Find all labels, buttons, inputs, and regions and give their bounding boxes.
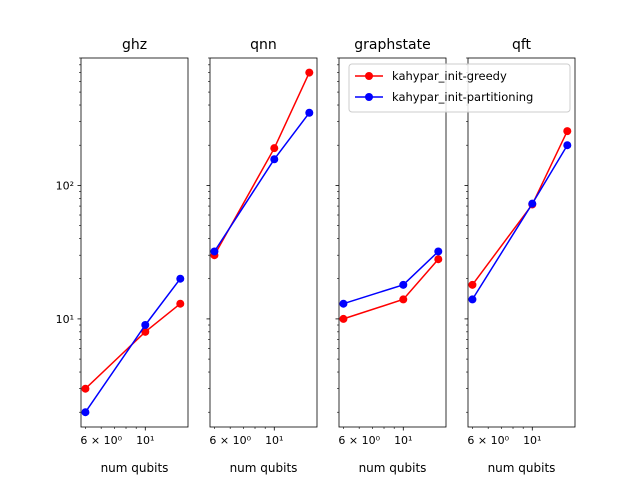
x-axis-label: num qubits (101, 461, 169, 475)
y-tick-label: 10² (56, 179, 74, 192)
data-point (468, 295, 477, 304)
panel-qft: 6 × 10⁰ 10¹ qft num qubits (464, 37, 576, 475)
x-axis-label: num qubits (230, 461, 298, 475)
data-point (270, 144, 279, 153)
x-tick-label: 6 × 10⁰ (209, 434, 251, 447)
legend-box (348, 63, 571, 113)
panel-title: ghz (122, 37, 147, 53)
series-line-kahypar_init-partitioning (213, 112, 310, 252)
x-tick-label: 6 × 10⁰ (338, 434, 380, 447)
data-point (141, 321, 150, 330)
x-axis-label: num qubits (359, 461, 427, 475)
series-line-kahypar_init-partitioning (343, 250, 439, 305)
data-point (528, 199, 537, 208)
panel-ghz: 6 × 10⁰ 10¹ 10¹ 10² ghz num qubits (56, 37, 189, 475)
x-tick-label: 10¹ (136, 434, 154, 447)
axes-frame (80, 57, 189, 428)
data-point (305, 108, 314, 117)
data-point (434, 255, 443, 264)
x-tick-label: 10¹ (265, 434, 283, 447)
data-point (270, 155, 279, 164)
data-point (339, 314, 348, 323)
x-tick-label: 10¹ (523, 434, 541, 447)
series-line-kahypar_init-greedy (213, 72, 310, 256)
panel-title: qnn (250, 37, 277, 53)
panel-title: graphstate (354, 37, 430, 53)
y-tick-label: 10¹ (56, 313, 74, 326)
legend-label: kahypar_init-greedy (392, 69, 507, 83)
data-point (468, 280, 477, 289)
x-tick-label: 10¹ (394, 434, 412, 447)
data-point (305, 68, 314, 77)
data-point (339, 299, 348, 308)
series-line-kahypar_init-partitioning (471, 144, 568, 300)
panel-qnn: 6 × 10⁰ 10¹ qnn num qubits (206, 37, 318, 475)
x-axis-label: num qubits (488, 461, 556, 475)
x-tick-label: 6 × 10⁰ (467, 434, 509, 447)
series-line-kahypar_init-greedy (471, 130, 568, 286)
data-point (176, 274, 185, 283)
legend-label: kahypar_init-partitioning (392, 90, 533, 104)
data-point (141, 327, 150, 336)
legend-swatch-marker (365, 72, 373, 80)
panel-graphstate: 6 × 10⁰ 10¹ graphstate num qubits (335, 37, 447, 475)
axes-frame (467, 57, 576, 428)
data-point (563, 141, 572, 150)
data-point (399, 295, 408, 304)
x-tick-label: 6 × 10⁰ (80, 434, 122, 447)
series-line-kahypar_init-partitioning (84, 278, 181, 413)
series-line-kahypar_init-greedy (84, 303, 181, 390)
data-point (81, 408, 90, 417)
legend: kahypar_init-greedy kahypar_init-partitio… (348, 63, 571, 113)
data-point (176, 299, 185, 308)
legend-swatch-marker (365, 93, 373, 101)
panel-title: qft (512, 37, 532, 53)
data-point (434, 247, 443, 256)
data-point (563, 127, 572, 136)
axes-frame (338, 57, 447, 428)
data-point (210, 247, 219, 256)
data-point (81, 384, 90, 393)
data-point (399, 280, 408, 289)
axes-frame (209, 57, 318, 428)
